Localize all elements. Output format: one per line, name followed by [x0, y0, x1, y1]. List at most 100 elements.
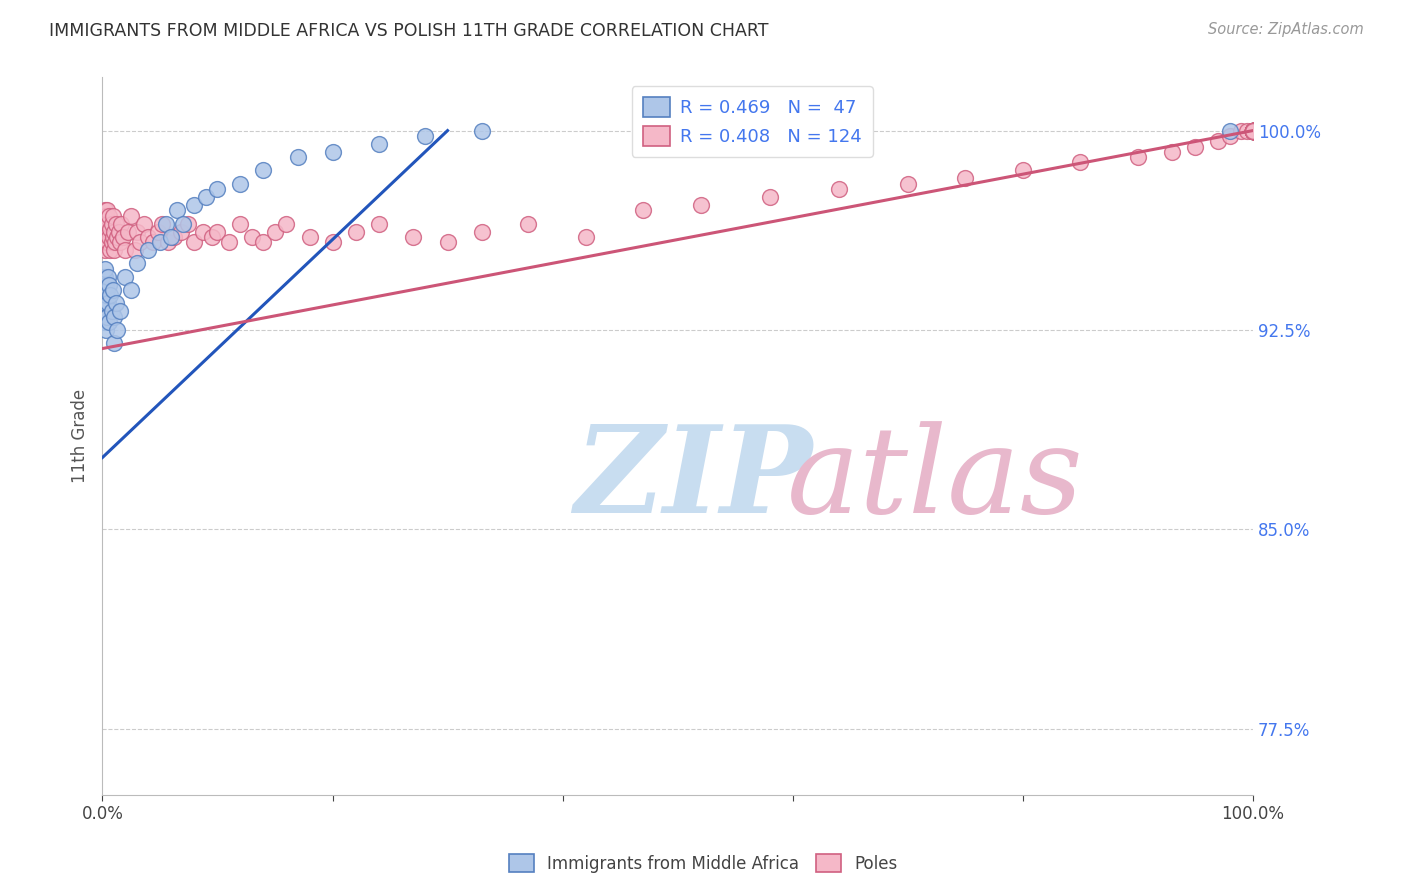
- Point: [98, 277, 121, 292]
- Point: [207, 225, 229, 239]
- Point: [150, 217, 173, 231]
- Point: [97, 235, 120, 250]
- Point: [1241, 123, 1264, 137]
- Point: [93, 283, 115, 297]
- Point: [955, 171, 977, 186]
- Point: [93, 243, 115, 257]
- Point: [96, 310, 118, 324]
- Point: [1241, 123, 1264, 137]
- Point: [125, 256, 148, 270]
- Point: [1241, 123, 1264, 137]
- Point: [104, 235, 127, 250]
- Point: [108, 304, 131, 318]
- Point: [1241, 123, 1264, 137]
- Point: [252, 235, 274, 250]
- Point: [163, 230, 186, 244]
- Point: [93, 261, 115, 276]
- Point: [183, 198, 205, 212]
- Point: [1241, 123, 1264, 137]
- Point: [1241, 123, 1264, 137]
- Point: [631, 203, 654, 218]
- Point: [94, 209, 117, 223]
- Point: [689, 198, 711, 212]
- Y-axis label: 11th Grade: 11th Grade: [72, 389, 89, 483]
- Point: [100, 217, 122, 231]
- Point: [1241, 123, 1264, 137]
- Point: [93, 296, 115, 310]
- Point: [105, 230, 128, 244]
- Point: [146, 225, 169, 239]
- Point: [1236, 123, 1258, 137]
- Point: [1241, 123, 1264, 137]
- Point: [101, 230, 124, 244]
- Point: [1241, 123, 1264, 137]
- Point: [149, 235, 172, 250]
- Point: [97, 296, 120, 310]
- Point: [1241, 123, 1264, 137]
- Point: [105, 323, 128, 337]
- Point: [93, 269, 115, 284]
- Text: ZIP: ZIP: [574, 420, 813, 539]
- Point: [105, 296, 128, 310]
- Point: [1241, 123, 1264, 137]
- Point: [103, 310, 125, 324]
- Point: [176, 217, 198, 231]
- Point: [252, 163, 274, 178]
- Point: [1241, 123, 1264, 137]
- Point: [125, 225, 148, 239]
- Point: [1241, 123, 1264, 137]
- Point: [94, 235, 117, 250]
- Point: [110, 217, 132, 231]
- Point: [367, 136, 389, 151]
- Point: [471, 225, 494, 239]
- Point: [897, 177, 920, 191]
- Text: atlas: atlas: [787, 421, 1084, 538]
- Point: [229, 217, 252, 231]
- Point: [97, 217, 120, 231]
- Point: [1241, 123, 1264, 137]
- Point: [105, 217, 128, 231]
- Point: [207, 182, 229, 196]
- Point: [321, 145, 343, 159]
- Point: [107, 225, 129, 239]
- Point: [201, 230, 224, 244]
- Point: [120, 283, 142, 297]
- Point: [1241, 123, 1264, 137]
- Point: [413, 128, 436, 143]
- Point: [1219, 123, 1241, 137]
- Point: [132, 217, 155, 231]
- Point: [758, 190, 780, 204]
- Point: [93, 315, 115, 329]
- Point: [240, 230, 263, 244]
- Point: [1241, 123, 1264, 137]
- Point: [194, 190, 217, 204]
- Point: [1241, 123, 1264, 137]
- Point: [96, 203, 118, 218]
- Point: [183, 235, 205, 250]
- Point: [94, 277, 117, 292]
- Point: [1241, 123, 1264, 137]
- Point: [229, 177, 252, 191]
- Point: [1241, 123, 1264, 137]
- Point: [93, 269, 115, 284]
- Point: [1241, 123, 1264, 137]
- Point: [114, 243, 136, 257]
- Point: [93, 209, 115, 223]
- Point: [1241, 123, 1264, 137]
- Point: [98, 209, 121, 223]
- Point: [218, 235, 240, 250]
- Point: [1241, 123, 1264, 137]
- Point: [1241, 123, 1264, 137]
- Point: [98, 230, 121, 244]
- Point: [138, 230, 160, 244]
- Point: [1241, 123, 1264, 137]
- Point: [169, 225, 191, 239]
- Point: [1219, 128, 1241, 143]
- Point: [94, 288, 117, 302]
- Point: [156, 235, 179, 250]
- Point: [287, 150, 309, 164]
- Point: [1241, 123, 1264, 137]
- Point: [436, 235, 458, 250]
- Point: [1241, 123, 1264, 137]
- Point: [100, 235, 122, 250]
